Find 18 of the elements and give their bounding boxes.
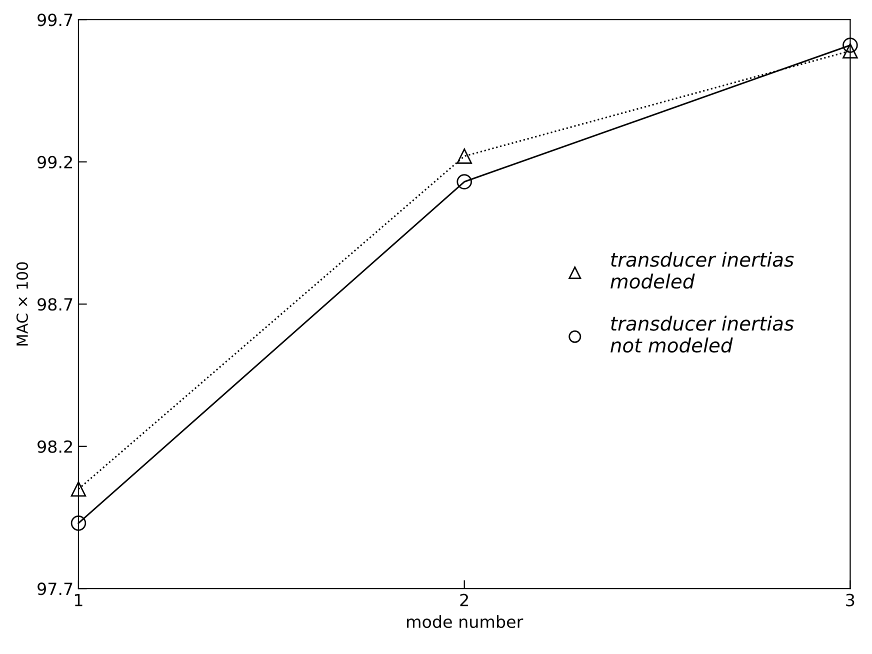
y-tick-label: 99.7 xyxy=(38,14,72,26)
y-tick-label: 98.7 xyxy=(38,298,72,311)
point xyxy=(842,43,858,59)
x-tick-label: 3 xyxy=(846,594,854,606)
point xyxy=(842,38,858,53)
y-tick-label: 97.7 xyxy=(38,582,72,596)
x-axis-title: mode number xyxy=(407,615,524,628)
y-axis-title: MAC × 100 xyxy=(16,262,28,346)
point xyxy=(70,481,86,497)
x-tick-label: 2 xyxy=(460,594,468,606)
point xyxy=(70,516,86,531)
y-tick-label: 98.2 xyxy=(38,440,72,453)
point xyxy=(456,174,472,190)
x-tick-label: 1 xyxy=(75,594,82,606)
legend-label: transducer inertias not modeled xyxy=(610,316,794,353)
y-tick-label: 99.2 xyxy=(38,156,72,168)
point xyxy=(456,148,472,164)
legend-label: transducer inertias modeled xyxy=(610,252,794,289)
